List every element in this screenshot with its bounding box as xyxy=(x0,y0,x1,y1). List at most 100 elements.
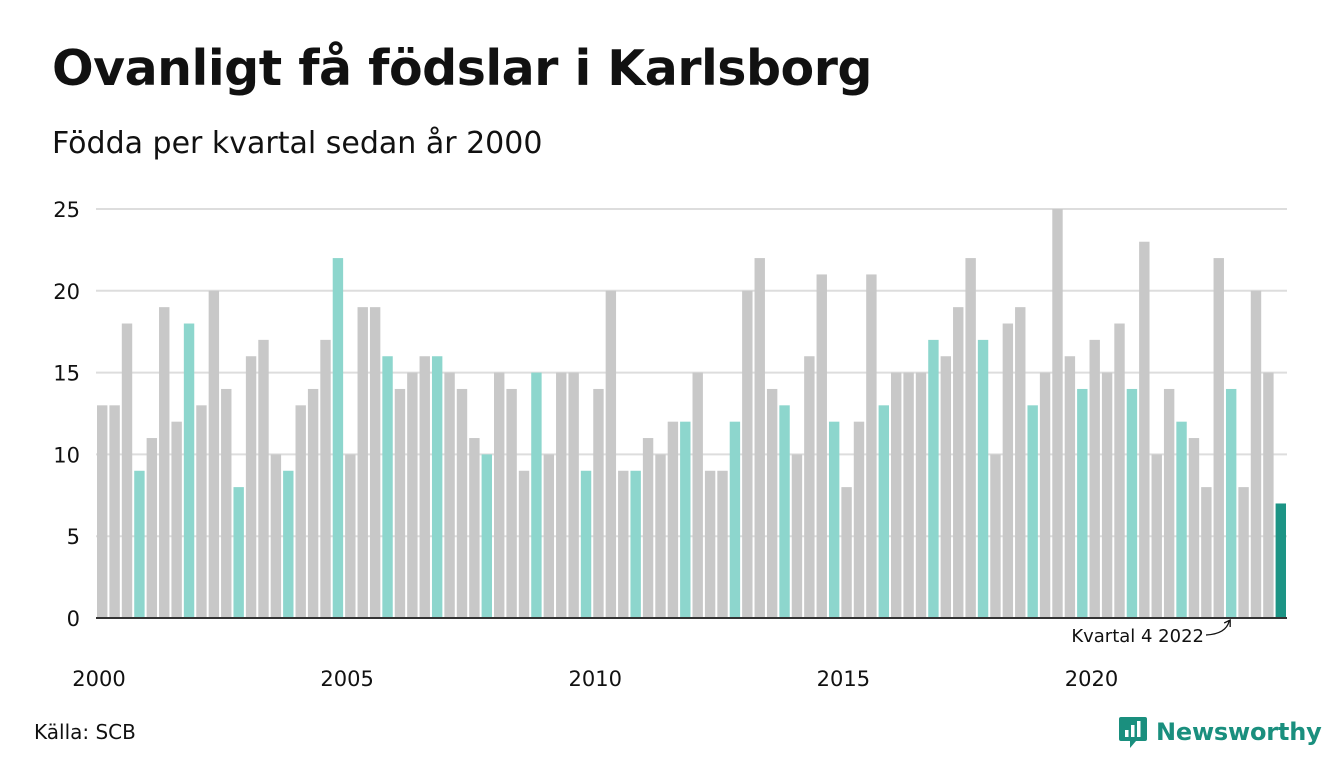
bar xyxy=(965,258,976,618)
bar xyxy=(791,454,803,618)
bar xyxy=(1250,290,1262,618)
bar xyxy=(407,372,418,618)
bar xyxy=(1064,356,1076,618)
y-tick-label: 20 xyxy=(53,280,80,304)
bar xyxy=(320,339,331,618)
bar xyxy=(717,470,728,618)
bar xyxy=(1077,388,1088,618)
bar xyxy=(295,405,306,618)
x-tick-label: 2005 xyxy=(320,667,373,691)
bar xyxy=(630,470,641,618)
bar xyxy=(667,421,679,618)
bar xyxy=(1176,421,1187,618)
bar xyxy=(1126,388,1138,618)
bar xyxy=(394,388,406,618)
source-label: Källa: SCB xyxy=(34,720,136,744)
annotation-arrow xyxy=(1205,620,1230,636)
bar xyxy=(903,372,914,618)
annotation-arrowhead xyxy=(1223,618,1231,627)
y-tick-label: 0 xyxy=(67,607,80,631)
bar xyxy=(953,307,964,618)
bar xyxy=(866,274,877,618)
bar xyxy=(208,290,220,618)
bar xyxy=(841,487,852,618)
bar xyxy=(456,388,468,618)
bar xyxy=(556,372,567,618)
bar xyxy=(221,388,232,618)
bar xyxy=(171,421,182,618)
x-tick-label: 2020 xyxy=(1065,667,1118,691)
bar xyxy=(196,405,207,618)
chart-title: Ovanligt få födslar i Karlsborg xyxy=(52,40,872,97)
bar xyxy=(357,307,368,618)
bar xyxy=(134,470,145,618)
bar xyxy=(1213,258,1224,618)
bar xyxy=(1101,372,1113,618)
bar xyxy=(97,405,108,618)
x-tick-label: 2015 xyxy=(817,667,870,691)
bar xyxy=(494,372,505,618)
bar xyxy=(233,487,244,618)
bar xyxy=(332,258,344,618)
bar xyxy=(1015,307,1026,618)
bar xyxy=(159,307,170,618)
y-tick-label: 15 xyxy=(53,362,80,386)
bar xyxy=(828,421,840,618)
bar xyxy=(543,454,555,618)
bar xyxy=(245,356,257,618)
bar xyxy=(729,421,741,618)
bar xyxy=(109,405,120,618)
y-tick-label: 10 xyxy=(53,443,80,467)
bar xyxy=(531,372,542,618)
x-tick-label: 2010 xyxy=(569,667,622,691)
bar xyxy=(518,470,530,618)
bar xyxy=(121,323,133,618)
bar xyxy=(1225,388,1237,618)
bar xyxy=(1027,405,1038,618)
bar xyxy=(816,274,827,618)
chart-subtitle: Födda per kvartal sedan år 2000 xyxy=(52,126,543,161)
bar xyxy=(481,454,492,618)
bar xyxy=(1275,503,1286,618)
bar xyxy=(183,323,195,618)
bar xyxy=(1163,388,1175,618)
y-tick-label: 25 xyxy=(53,198,80,222)
bar xyxy=(345,454,356,618)
bar xyxy=(382,356,393,618)
bar xyxy=(146,438,158,618)
bar xyxy=(853,421,865,618)
bar xyxy=(915,372,927,618)
y-tick-label: 5 xyxy=(67,525,80,549)
bar xyxy=(990,454,1001,618)
bar xyxy=(369,307,381,618)
bar xyxy=(1201,487,1212,618)
bar xyxy=(580,470,592,618)
bar xyxy=(1052,209,1063,618)
bar xyxy=(1139,241,1150,618)
bar xyxy=(283,470,294,618)
bar xyxy=(928,339,939,618)
bar xyxy=(568,372,579,618)
bar xyxy=(642,438,654,618)
bar xyxy=(766,388,778,618)
bar xyxy=(1263,372,1274,618)
bar xyxy=(1002,323,1014,618)
bar xyxy=(1089,339,1100,618)
bar xyxy=(692,372,703,618)
bar xyxy=(270,454,282,618)
bar xyxy=(1114,323,1125,618)
bar xyxy=(605,290,617,618)
bar xyxy=(431,356,443,618)
bar xyxy=(655,454,666,618)
newsworthy-logo: Newsworthy xyxy=(1118,715,1322,749)
bar xyxy=(742,290,753,618)
bar xyxy=(1238,487,1249,618)
bar xyxy=(940,356,952,618)
bar xyxy=(977,339,989,618)
bar xyxy=(307,388,319,618)
bar xyxy=(444,372,455,618)
bar xyxy=(469,438,480,618)
bar xyxy=(779,405,790,618)
x-tick-label: 2000 xyxy=(72,667,125,691)
newsworthy-logo-icon xyxy=(1119,717,1147,748)
